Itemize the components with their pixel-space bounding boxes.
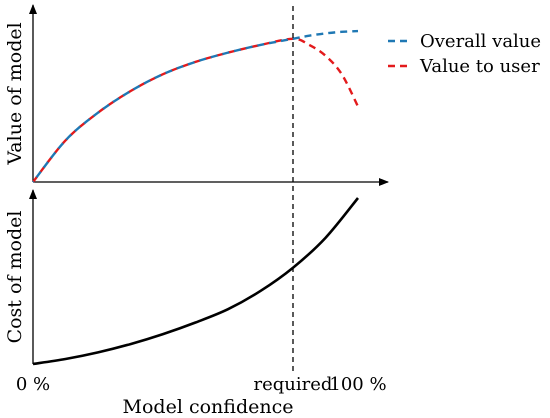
legend-label-value-to-user: Value to user [419,56,540,77]
top-panel: Value of model [4,4,389,186]
series-line-value-to-user [32,37,360,183]
bottom-series-group [32,197,360,366]
x-tick-label: 0 % [16,374,50,395]
top-series-group [32,29,360,183]
series-line-cost [32,197,360,366]
legend: Overall value Value to user [388,31,541,77]
top-y-axis-label: Value of model [4,22,26,165]
x-axis-label: Model confidence [123,396,294,418]
series-line-overall-value [32,29,359,183]
legend-label-overall-value: Overall value [420,31,541,52]
x-tick-label: required [254,374,333,395]
bottom-y-axis-label: Cost of model [4,211,26,344]
x-tick-label: 100 % [329,374,386,395]
